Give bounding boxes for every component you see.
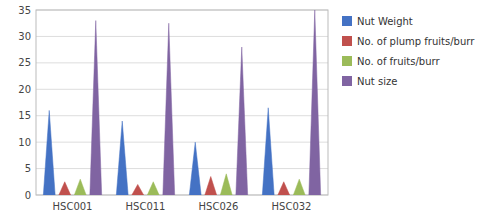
grid-line: [36, 89, 328, 90]
y-tick-label: 35: [18, 5, 31, 16]
legend-label: No. of plump fruits/burr: [357, 36, 475, 47]
bar: [59, 182, 71, 195]
legend-swatch: [342, 36, 352, 46]
x-tick-label: HSC001: [53, 201, 93, 212]
legend-swatch: [342, 56, 352, 66]
bar: [205, 177, 217, 196]
grid-line: [36, 115, 328, 116]
bar: [147, 182, 159, 195]
bar: [74, 179, 86, 195]
grid-line: [36, 168, 328, 169]
bar: [90, 21, 102, 195]
y-tick-label: 0: [25, 190, 31, 201]
bar: [189, 142, 201, 195]
y-tick-label: 25: [18, 57, 31, 68]
chart: 0 5 10 15 20 25 30 35 HSC001 HSC011 HSC026 HSC032 Nu…: [0, 0, 500, 219]
bar: [220, 174, 232, 195]
grid-line: [36, 36, 328, 37]
legend-label: No. of fruits/burr: [357, 56, 440, 67]
bar: [163, 23, 175, 195]
y-tick-label: 5: [25, 163, 31, 174]
y-tick-label: 15: [18, 110, 31, 121]
x-tick-label: HSC032: [272, 201, 312, 212]
legend-label: Nut Weight: [357, 16, 413, 27]
bar: [309, 10, 321, 195]
y-tick-label: 10: [18, 137, 31, 148]
bar: [278, 182, 290, 195]
grid-line: [36, 142, 328, 143]
plot-frame: [36, 10, 328, 195]
bar: [262, 108, 274, 195]
legend-swatch: [342, 16, 352, 26]
bars: [43, 10, 320, 195]
y-tick-label: 30: [18, 31, 31, 42]
grid-line: [36, 62, 328, 63]
legend-swatch: [342, 76, 352, 86]
bar: [116, 121, 128, 195]
x-tick-label: HSC026: [199, 201, 239, 212]
legend-label: Nut size: [357, 76, 397, 87]
bar: [236, 47, 248, 195]
bar: [43, 110, 55, 195]
bar: [293, 179, 305, 195]
bar: [132, 184, 144, 195]
y-tick-label: 20: [18, 84, 31, 95]
x-tick-label: HSC011: [126, 201, 166, 212]
